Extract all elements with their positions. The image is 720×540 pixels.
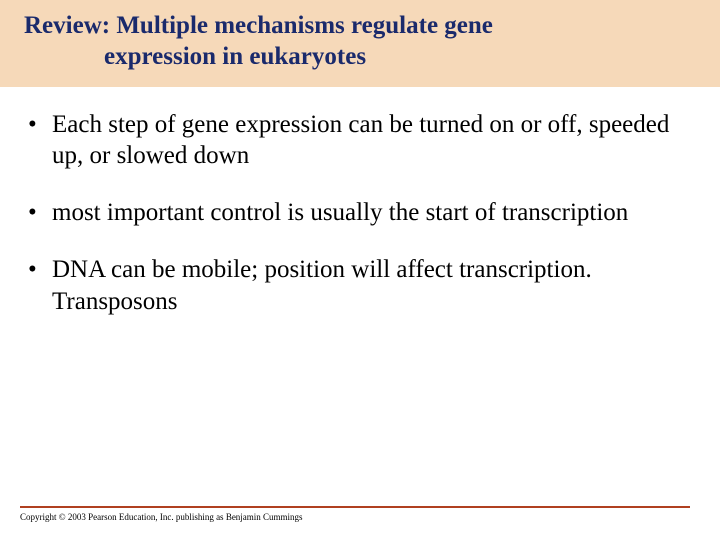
bullet-text: DNA can be mobile; position will affect … <box>52 256 592 314</box>
bullet-text: most important control is usually the st… <box>52 199 628 226</box>
footer-rule <box>20 506 690 508</box>
bullet-item: DNA can be mobile; position will affect … <box>28 254 692 317</box>
bullet-text: Each step of gene expression can be turn… <box>52 111 669 169</box>
bullet-item: Each step of gene expression can be turn… <box>28 109 692 172</box>
bullet-item: most important control is usually the st… <box>28 197 692 228</box>
slide: Review: Multiple mechanisms regulate gen… <box>0 0 720 540</box>
title-line-1: Review: Multiple mechanisms regulate gen… <box>24 12 493 39</box>
body-area: Each step of gene expression can be turn… <box>0 87 720 317</box>
title-line-2: expression in eukaryotes <box>24 43 366 70</box>
bullet-list: Each step of gene expression can be turn… <box>28 109 692 317</box>
copyright-text: Copyright © 2003 Pearson Education, Inc.… <box>20 512 700 522</box>
slide-title: Review: Multiple mechanisms regulate gen… <box>20 10 700 73</box>
title-band: Review: Multiple mechanisms regulate gen… <box>0 0 720 87</box>
footer: Copyright © 2003 Pearson Education, Inc.… <box>20 506 700 522</box>
